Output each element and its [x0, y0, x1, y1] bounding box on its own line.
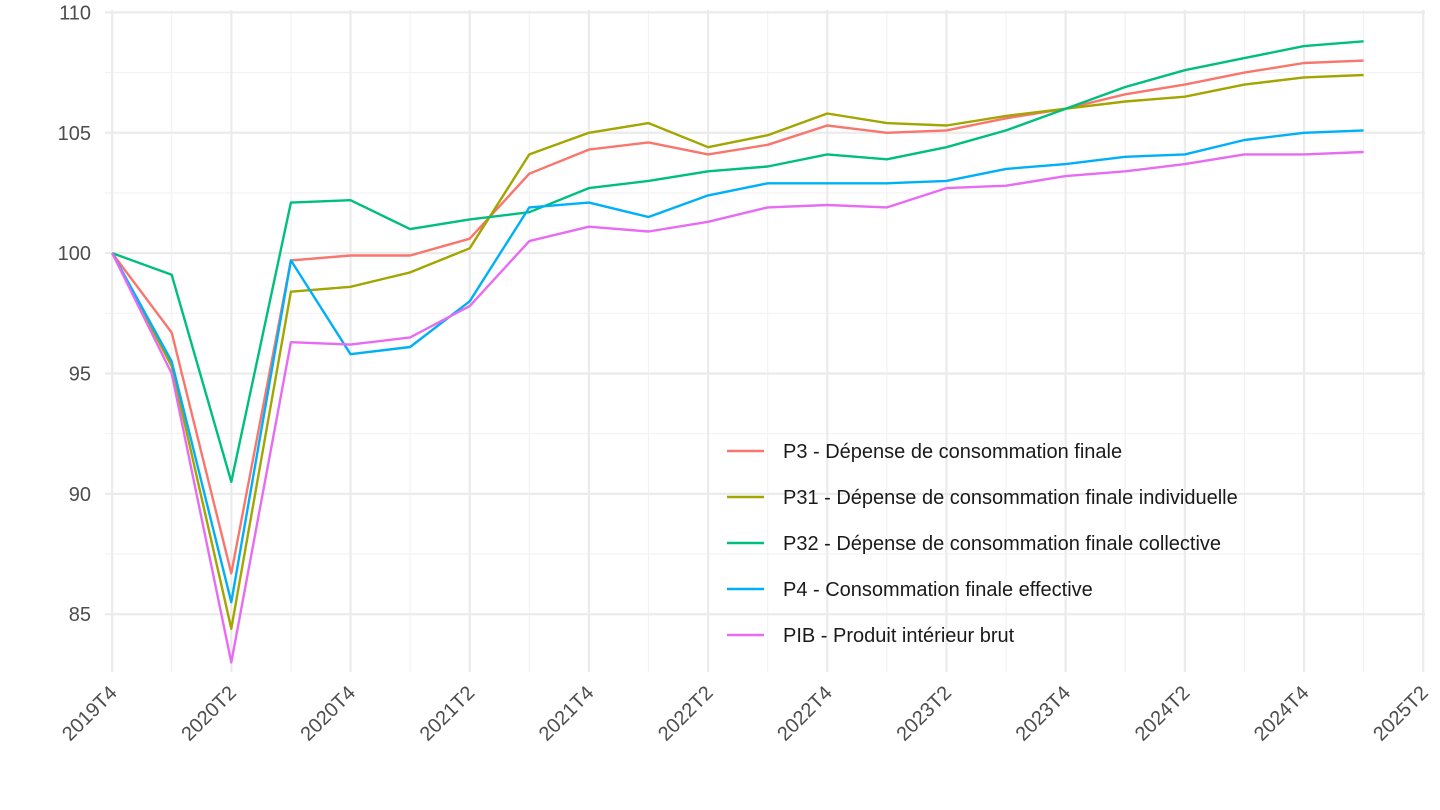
y-tick-label: 105 — [58, 123, 91, 145]
y-tick-label: 100 — [58, 243, 91, 265]
x-tick-label: 2024T2 — [1131, 682, 1195, 746]
legend-label: P31 - Dépense de consommation finale ind… — [783, 487, 1238, 509]
x-tick-label: 2023T4 — [1012, 682, 1076, 746]
legend-label: P32 - Dépense de consommation finale col… — [783, 533, 1221, 555]
y-tick-label: 95 — [69, 363, 91, 385]
x-tick-label: 2021T2 — [416, 682, 480, 746]
x-tick-label: 2019T4 — [58, 682, 122, 746]
legend: P3 - Dépense de consommation finale P31 -… — [727, 441, 1238, 647]
series-line — [111, 73, 1364, 630]
y-axis-tick-labels: 85 90 95 100 105 110 — [58, 2, 91, 626]
x-tick-label: 2022T4 — [773, 682, 837, 746]
x-tick-label: 2023T2 — [892, 682, 956, 746]
major-gridlines — [105, 10, 1425, 672]
series-line — [111, 59, 1364, 575]
y-tick-label: 90 — [69, 484, 91, 506]
x-axis-tick-labels: 2019T4 2020T2 2020T4 2021T2 2021T4 2022T2 2022… — [58, 682, 1433, 746]
series-line — [111, 150, 1364, 664]
minor-gridlines — [105, 10, 1425, 672]
y-tick-label: 85 — [69, 604, 91, 626]
series-lines — [111, 40, 1364, 664]
legend-label: PIB - Produit intérieur brut — [783, 625, 1015, 647]
x-tick-label: 2022T2 — [654, 682, 718, 746]
x-tick-label: 2020T2 — [177, 682, 241, 746]
series-line — [111, 129, 1364, 604]
x-tick-label: 2020T4 — [297, 682, 361, 746]
y-tick-label: 110 — [59, 2, 91, 24]
x-tick-label: 2021T4 — [535, 682, 599, 746]
legend-label: P3 - Dépense de consommation finale — [783, 441, 1122, 463]
series-line — [111, 40, 1364, 483]
legend-label: P4 - Consommation finale effective — [783, 579, 1093, 601]
x-tick-label: 2024T4 — [1250, 682, 1314, 746]
x-tick-label: 2025T2 — [1369, 682, 1433, 746]
